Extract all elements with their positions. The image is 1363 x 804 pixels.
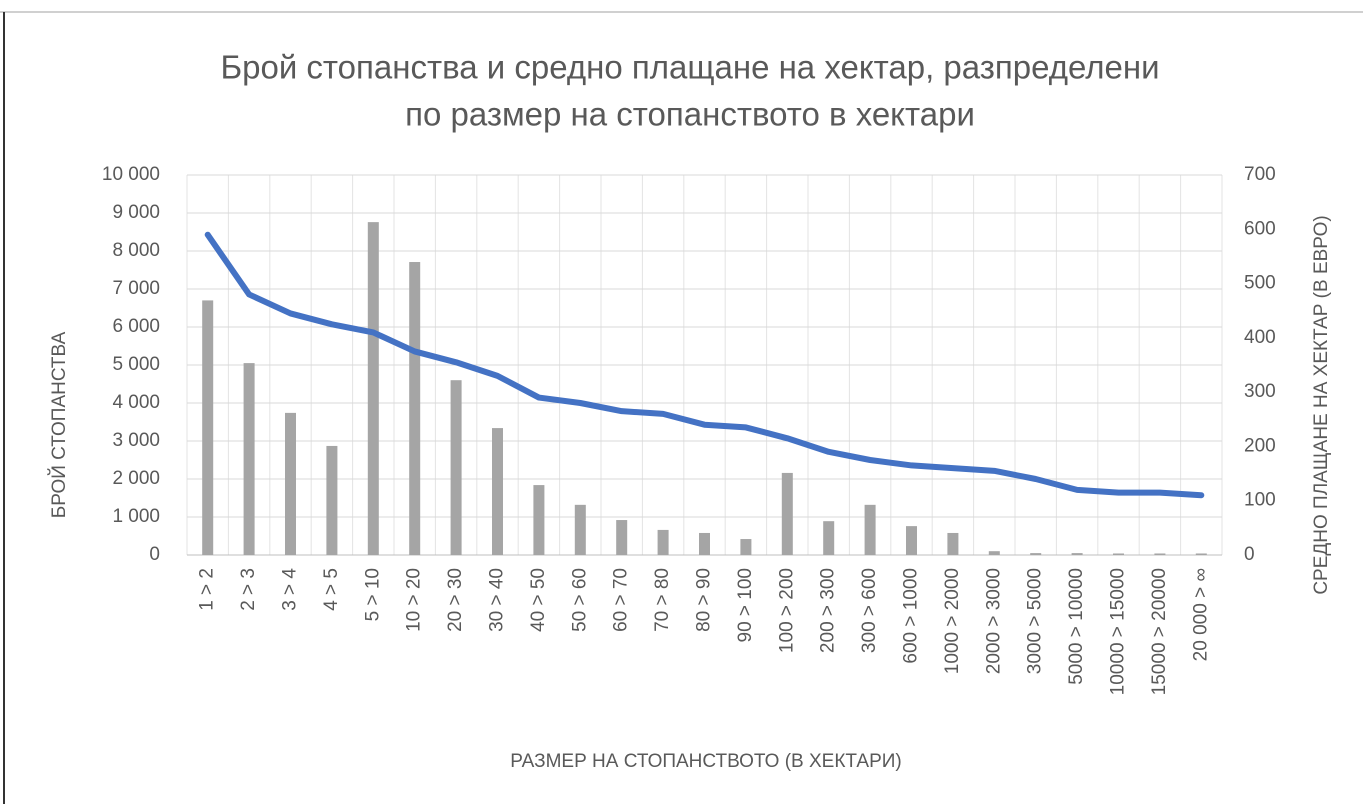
x-tick-label: 600 > 1000	[901, 568, 922, 664]
x-axis-title: РАЗМЕР НА СТОПАНСТВОТО (В ХЕКТАРИ)	[510, 751, 901, 772]
y-axis-title: БРОЙ СТОПАНСТВА	[48, 331, 70, 518]
x-tick-label: 1 > 2	[197, 568, 218, 611]
y2-tick-label: 300	[1244, 381, 1276, 402]
x-tick-label: 2 > 3	[238, 568, 259, 611]
x-tick-label: 3000 > 5000	[1025, 568, 1046, 674]
y2-tick-label: 200	[1244, 435, 1276, 456]
bar	[740, 539, 752, 555]
bar	[409, 262, 421, 555]
bar	[285, 412, 296, 555]
bar	[823, 521, 835, 555]
y-tick-label: 6 000	[112, 316, 160, 337]
y-tick-label: 7 000	[112, 278, 160, 299]
y-tick-label: 5 000	[112, 354, 160, 375]
bar	[243, 363, 255, 555]
bar	[906, 526, 917, 555]
bar	[533, 485, 545, 555]
bar	[1030, 553, 1042, 555]
y2-tick-label: 500	[1244, 273, 1276, 294]
y-tick-label: 2 000	[112, 468, 160, 489]
x-tick-label: 100 > 200	[776, 568, 797, 653]
bar	[1195, 553, 1207, 555]
x-tick-label: 5 > 10	[362, 568, 383, 621]
bar	[492, 428, 503, 555]
bar	[202, 300, 214, 555]
x-tick-label: 90 > 100	[735, 568, 756, 643]
y2-tick-label: 0	[1244, 544, 1255, 565]
bar	[326, 445, 338, 555]
x-tick-label: 200 > 300	[818, 568, 839, 653]
x-tick-label: 2000 > 3000	[983, 568, 1004, 674]
bar	[1113, 553, 1124, 555]
bar	[988, 551, 1000, 555]
x-tick-label: 3 > 4	[280, 568, 301, 611]
x-tick-label: 5000 > 10000	[1066, 568, 1087, 685]
bar	[699, 532, 710, 555]
bar	[616, 520, 628, 555]
y2-axis-title: СРЕДНО ПЛАЩАНЕ НА ХЕКТАР (В ЕВРО)	[1311, 215, 1332, 594]
y-tick-label: 8 000	[112, 240, 160, 261]
x-tick-label: 70 > 80	[652, 568, 673, 632]
chart-title: по размер на стопанството в хектари	[405, 96, 975, 133]
bar	[864, 504, 876, 555]
y2-tick-label: 700	[1244, 164, 1276, 185]
x-tick-label: 300 > 600	[859, 568, 880, 653]
x-tick-label: 40 > 50	[528, 568, 549, 632]
y-tick-label: 0	[149, 544, 160, 565]
x-tick-label: 80 > 90	[694, 568, 715, 632]
bar	[450, 380, 462, 555]
x-tick-label: 4 > 5	[321, 568, 342, 611]
line	[204, 231, 1205, 499]
bar	[367, 222, 379, 555]
x-tick-label: 10000 > 15000	[1108, 568, 1129, 695]
y-tick-label: 3 000	[112, 430, 160, 451]
bar	[1071, 553, 1083, 555]
y2-tick-label: 100	[1244, 490, 1276, 511]
y2-tick-label: 400	[1244, 327, 1276, 348]
bar	[781, 472, 793, 555]
chart-title: Брой стопанства и средно плащане на хект…	[220, 49, 1159, 86]
y-tick-label: 4 000	[112, 392, 160, 413]
bar	[574, 504, 586, 555]
x-tick-label: 50 > 60	[569, 568, 590, 632]
bar	[657, 529, 669, 555]
x-tick-label: 20 > 30	[445, 568, 466, 632]
bar	[947, 532, 959, 555]
y-tick-label: 10 000	[102, 164, 160, 185]
y-tick-label: 1 000	[112, 506, 160, 527]
x-tick-label: 20 000 > ∞	[1190, 568, 1211, 661]
y2-tick-label: 600	[1244, 218, 1276, 239]
x-tick-label: 15000 > 20000	[1149, 568, 1170, 695]
y-tick-label: 9 000	[112, 202, 160, 223]
x-tick-label: 1000 > 2000	[942, 568, 963, 674]
x-tick-label: 10 > 20	[404, 568, 425, 632]
x-tick-label: 30 > 40	[487, 568, 508, 632]
bar	[1154, 553, 1166, 555]
x-tick-label: 60 > 70	[611, 568, 632, 632]
